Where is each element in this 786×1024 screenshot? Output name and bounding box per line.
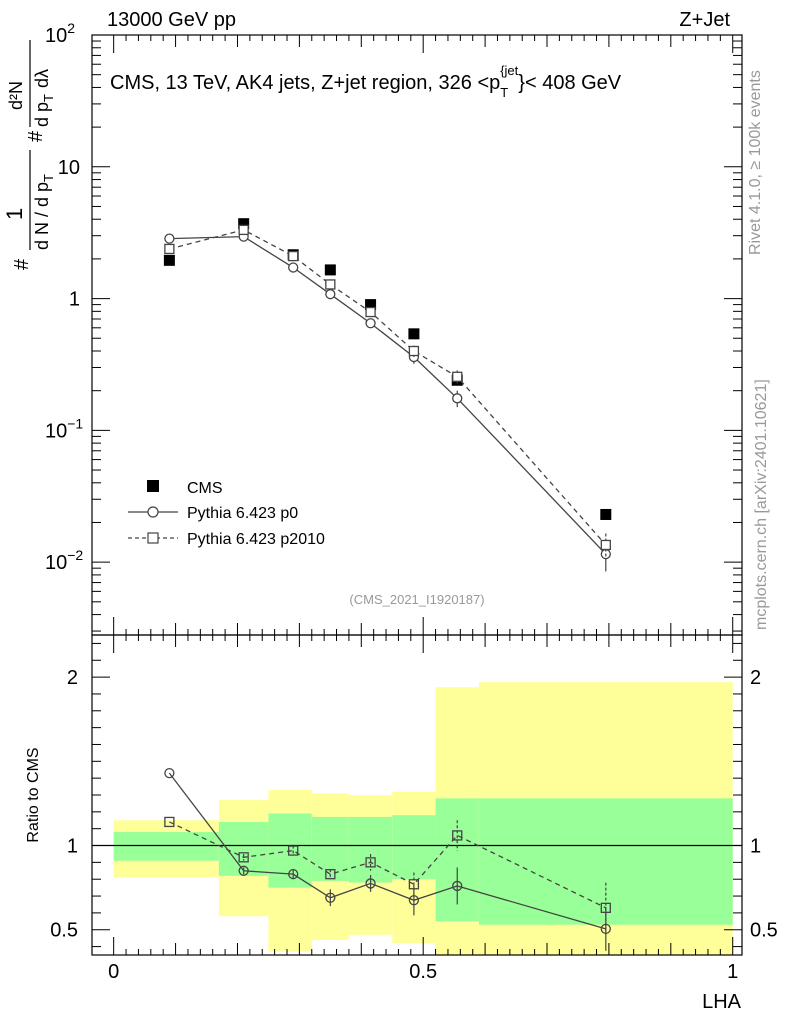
- legend-marker-cms: [147, 480, 159, 492]
- ratio-ytick-label-right: 0.5: [750, 920, 778, 942]
- data-point-cms: [365, 299, 377, 311]
- data-point-p0: [288, 262, 299, 273]
- data-point-cms: [408, 328, 420, 340]
- ylabel-hash1: #: [11, 258, 33, 270]
- data-point-p2010: [600, 539, 611, 551]
- ratio-point-p2010: [365, 857, 376, 868]
- ratio-ytick-label: 0.5: [50, 920, 78, 942]
- band-inner: [348, 816, 393, 883]
- ratio-ytick-label: 1: [67, 836, 78, 858]
- header-right: Z+Jet: [679, 9, 730, 31]
- ratio-xtick-label: 0.5: [409, 961, 437, 983]
- legend: CMS Pythia 6.423 p0 Pythia 6.423 p2010: [128, 480, 325, 548]
- data-point-p2010: [238, 224, 249, 236]
- header-left: 13000 GeV pp: [107, 9, 236, 31]
- ratio-line-0: [168, 772, 606, 930]
- ylabel-one: 1: [2, 208, 27, 220]
- ratio-point-p0: [365, 878, 376, 889]
- data-point-p2010: [365, 306, 376, 318]
- data-point-p2010: [408, 345, 420, 357]
- ratio-point-p0: [164, 767, 175, 779]
- data-point-p2010: [164, 243, 175, 255]
- ylabel-dpt: d pTdλ: [32, 69, 56, 127]
- ratio-axes: 0.5 0.5 1 1 2 2 0 0.5 1: [50, 635, 778, 983]
- band-inner: [113, 832, 219, 861]
- ratio-series-layer: [164, 767, 611, 951]
- data-point-p0: [164, 233, 175, 244]
- ratio-point-p0: [325, 892, 336, 903]
- ratio-xtick-label: 0: [108, 961, 119, 983]
- analysis-tag: (CMS_2021_I1920187): [349, 592, 484, 607]
- legend-label-p0: Pythia 6.423 p0: [187, 505, 298, 522]
- main-ytick-label: 1: [69, 289, 80, 311]
- ratio-point-p2010: [600, 902, 611, 913]
- ratio-point-p0: [238, 865, 249, 876]
- ratio-line-1: [169, 821, 607, 909]
- ratio-point-p2010: [164, 816, 175, 828]
- legend-marker-p0: [147, 506, 159, 518]
- data-point-p2010: [288, 250, 299, 262]
- data-point-p2010: [452, 371, 463, 382]
- ratio-point-p2010: [452, 830, 463, 841]
- ratio-ylabel: Ratio to CMS: [25, 747, 42, 842]
- ylabel-hash2: #: [25, 130, 47, 142]
- ratio-point-p2010: [325, 869, 336, 880]
- legend-label-p2010: Pythia 6.423 p2010: [187, 531, 325, 548]
- ratio-ytick-label-right: 2: [750, 667, 761, 689]
- main-series-layer: [163, 218, 612, 572]
- series-line-2: [169, 229, 607, 546]
- main-ytick-label: 10: [58, 157, 80, 179]
- ylabel-denominator: d N / d pT: [32, 174, 56, 250]
- main-ytick-label: 10−1: [45, 415, 83, 442]
- ratio-point-p0: [452, 880, 463, 892]
- data-point-cms: [163, 254, 175, 266]
- ratio-point-p0: [408, 895, 420, 906]
- data-point-p0: [452, 393, 463, 404]
- ratio-ytick-label-right: 1: [750, 836, 761, 858]
- data-point-p0: [325, 289, 336, 300]
- ratio-point-p0: [288, 869, 299, 880]
- main-axes: 10−2 10−1 1 10 102: [45, 20, 742, 635]
- ratio-ytick-label: 2: [67, 667, 78, 689]
- main-ytick-label: 10−2: [45, 547, 83, 574]
- ratio-point-p2010: [288, 845, 299, 856]
- legend-marker-p2010: [147, 532, 159, 544]
- legend-label-cms: CMS: [187, 480, 223, 497]
- rivet-version-text: Rivet 4.1.0, ≥ 100k events: [747, 70, 764, 255]
- ratio-point-p2010: [238, 852, 249, 863]
- xaxis-label: LHA: [702, 991, 742, 1013]
- band-inner: [392, 815, 436, 880]
- data-point-p0: [365, 318, 376, 329]
- series-line-1: [169, 236, 607, 555]
- band-inner: [478, 798, 733, 925]
- data-point-cms: [600, 508, 612, 520]
- main-ytick-label: 102: [45, 20, 75, 47]
- main-title: CMS, 13 TeV, AK4 jets, Z+jet region, 326…: [110, 63, 622, 100]
- ratio-xtick-label: 1: [727, 961, 738, 983]
- data-point-cms: [238, 218, 250, 230]
- ratio-bands: [92, 682, 742, 955]
- ratio-point-p2010: [408, 879, 420, 890]
- mcplots-url-text: mcplots.cern.ch [arXiv:2401.10621]: [753, 379, 770, 630]
- main-ylabel: # 1 d N / d pT # d²N d pTdλ: [2, 40, 56, 270]
- data-point-cms: [324, 264, 336, 276]
- data-point-p2010: [325, 279, 336, 290]
- ylabel-d2n: d²N: [6, 81, 26, 110]
